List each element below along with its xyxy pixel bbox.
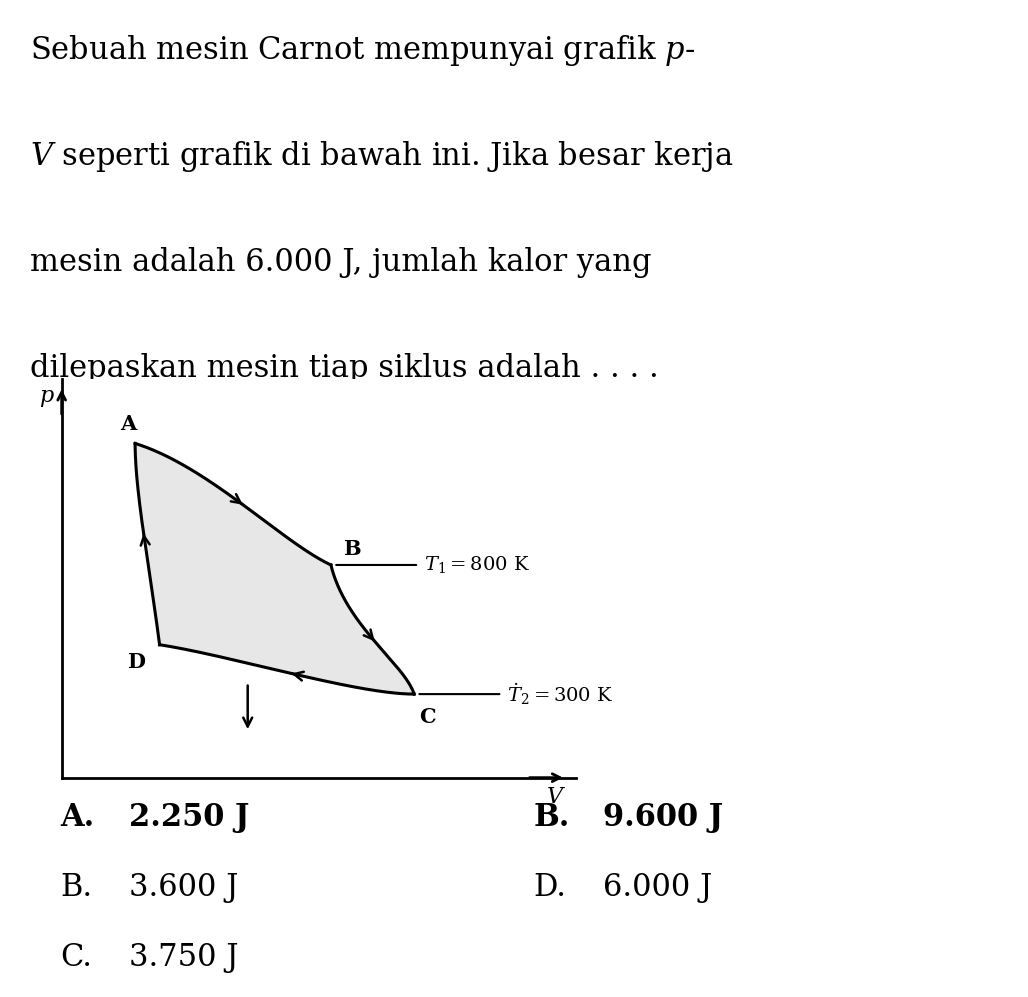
Text: $V$ seperti grafik di bawah ini. Jika besar kerja: $V$ seperti grafik di bawah ini. Jika be… (31, 139, 734, 173)
Text: Sebuah mesin Carnot mempunyai grafik $p$-: Sebuah mesin Carnot mempunyai grafik $p$… (31, 33, 695, 68)
Text: 3.600 J: 3.600 J (130, 871, 238, 903)
Text: C.: C. (60, 942, 93, 973)
Text: A.: A. (60, 802, 95, 832)
Text: $T_1 = 800$ K: $T_1 = 800$ K (424, 554, 530, 575)
Polygon shape (135, 444, 414, 694)
Text: 2.250 J: 2.250 J (130, 802, 250, 832)
Text: $V$: $V$ (546, 786, 566, 808)
Text: $p$: $p$ (39, 387, 54, 409)
Text: C: C (419, 708, 436, 728)
Text: A: A (119, 414, 136, 434)
Text: 9.600 J: 9.600 J (602, 802, 723, 832)
Text: B: B (343, 539, 361, 559)
Text: D: D (126, 652, 145, 672)
Text: B.: B. (534, 802, 571, 832)
Text: B.: B. (60, 871, 93, 903)
Text: mesin adalah 6.000 J, jumlah kalor yang: mesin adalah 6.000 J, jumlah kalor yang (31, 247, 652, 278)
Text: 3.750 J: 3.750 J (130, 942, 238, 973)
Text: $\dot{T}_2 = 300$ K: $\dot{T}_2 = 300$ K (507, 681, 614, 707)
Text: dilepaskan mesin tiap siklus adalah . . . .: dilepaskan mesin tiap siklus adalah . . … (31, 353, 659, 384)
Text: 6.000 J: 6.000 J (602, 871, 712, 903)
Text: D.: D. (534, 871, 566, 903)
